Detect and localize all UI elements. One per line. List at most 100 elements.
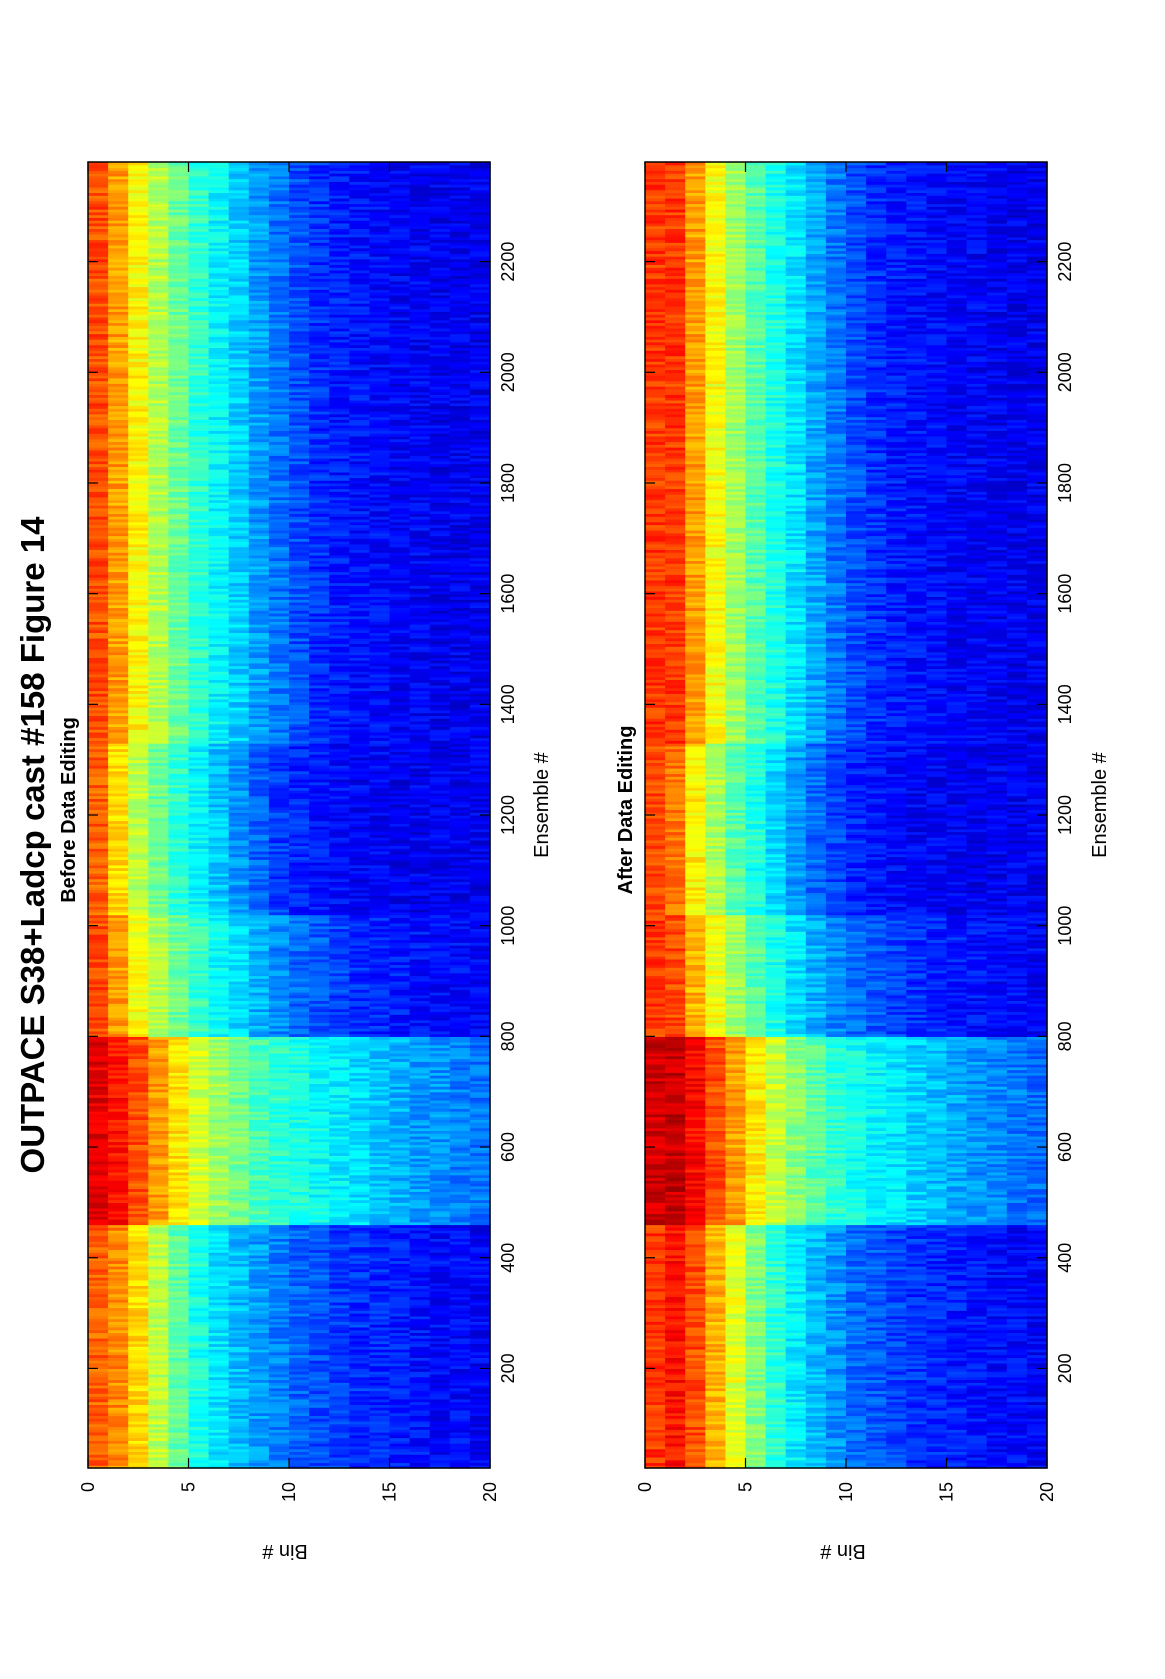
heatmap-cell [369, 1230, 391, 1234]
heatmap-cell [168, 1218, 190, 1223]
heatmap-cell [469, 1426, 491, 1430]
heatmap-cell [289, 1409, 310, 1414]
heatmap-cell [449, 1456, 471, 1461]
heatmap-cell [268, 1451, 290, 1455]
heatmap-cell [268, 1279, 290, 1284]
heatmap-cell [148, 1241, 169, 1245]
heatmap-cell [108, 1282, 129, 1286]
heatmap-cell [369, 1401, 391, 1405]
heatmap-cell [108, 1324, 129, 1328]
heatmap-cell [108, 1230, 129, 1234]
heatmap-cell [188, 1235, 210, 1239]
heatmap-cell [409, 1288, 431, 1292]
heatmap-cell [88, 1360, 109, 1364]
heatmap-cell [128, 1418, 149, 1422]
heatmap-cell [228, 1310, 250, 1314]
heatmap-cell [289, 1343, 310, 1347]
heatmap-cell [309, 1301, 330, 1306]
heatmap-cell [88, 1279, 109, 1284]
heatmap-cell [449, 1174, 471, 1179]
heatmap-cell [88, 1166, 109, 1170]
heatmap-cell [268, 1218, 290, 1223]
heatmap-cell [429, 1315, 451, 1320]
heatmap-cell [429, 1340, 451, 1345]
heatmap-cell [88, 1332, 109, 1336]
heatmap-cell [268, 1454, 290, 1458]
heatmap-cell [208, 1213, 230, 1217]
heatmap-cell [88, 1277, 109, 1281]
heatmap-cell [248, 1252, 270, 1256]
heatmap-cell [429, 1196, 451, 1201]
heatmap-cell [168, 1282, 190, 1286]
heatmap-cell [409, 1249, 431, 1253]
heatmap-cell [208, 1254, 230, 1259]
heatmap-cell [148, 1171, 169, 1176]
heatmap-cell [228, 1213, 250, 1217]
heatmap-cell [228, 1290, 250, 1295]
heatmap-cell [309, 1205, 330, 1209]
heatmap-cell [268, 1429, 290, 1433]
heatmap-cell [409, 1324, 431, 1328]
heatmap-cell [449, 1180, 471, 1184]
heatmap-cell [208, 1282, 230, 1286]
heatmap-cell [88, 1301, 109, 1306]
heatmap-cell [289, 1351, 310, 1356]
heatmap-cell [349, 1349, 370, 1353]
heatmap-cell [329, 1180, 350, 1184]
heatmap-cell [369, 1252, 391, 1256]
heatmap-cell [228, 1243, 250, 1248]
heatmap-cell [208, 1401, 230, 1405]
heatmap-cell [88, 1465, 109, 1469]
heatmap-cell [289, 1171, 310, 1176]
heatmap-cell [268, 1462, 290, 1466]
heatmap-cell [108, 1432, 129, 1436]
heatmap-cell [148, 1351, 169, 1356]
heatmap-cell [268, 1274, 290, 1278]
heatmap-cell [248, 1307, 270, 1311]
heatmap-cell [108, 1235, 129, 1239]
heatmap-cell [188, 1246, 210, 1251]
heatmap-cell [369, 1432, 391, 1436]
heatmap-cell [429, 1199, 451, 1203]
heatmap-cell [429, 1185, 451, 1190]
heatmap-cell [469, 1221, 491, 1226]
heatmap-cell [409, 1371, 431, 1375]
heatmap-cell [228, 1432, 250, 1436]
heatmap-cell [449, 1337, 471, 1342]
heatmap-cell [168, 1290, 190, 1295]
heatmap-cell [349, 1354, 370, 1358]
heatmap-cell [268, 1376, 290, 1381]
heatmap-cell [228, 1354, 250, 1358]
heatmap-cell [389, 1360, 411, 1364]
heatmap-cell [389, 1163, 411, 1168]
heatmap-cell [349, 1260, 370, 1264]
heatmap-cell [469, 1357, 491, 1361]
heatmap-cell [148, 1232, 169, 1237]
heatmap-cell [469, 1282, 491, 1286]
heatmap-cell [108, 1420, 129, 1425]
heatmap-cell [429, 1183, 451, 1187]
heatmap-cell [188, 1279, 210, 1284]
heatmap-cell [349, 1318, 370, 1322]
heatmap-cell [148, 1360, 169, 1364]
heatmap-cell [228, 1390, 250, 1394]
heatmap-cell [449, 1260, 471, 1264]
heatmap-cell [108, 1465, 129, 1469]
heatmap-cell [389, 1235, 411, 1239]
heatmap-cell [148, 1310, 169, 1314]
heatmap-cell [369, 1210, 391, 1215]
heatmap-cell [309, 1459, 330, 1464]
heatmap-cell [188, 1448, 210, 1452]
heatmap-cell [208, 1451, 230, 1455]
heatmap-cell [369, 1443, 391, 1447]
heatmap-cell [329, 1183, 350, 1187]
heatmap-cell [429, 1451, 451, 1455]
heatmap-cell [128, 1274, 149, 1278]
heatmap-cell [429, 1238, 451, 1242]
heatmap-cell [268, 1171, 290, 1176]
heatmap-cell [248, 1213, 270, 1217]
heatmap-cell [429, 1434, 451, 1439]
heatmap-cell [369, 1243, 391, 1248]
heatmap-cell [329, 1174, 350, 1179]
heatmap-cell [188, 1249, 210, 1253]
